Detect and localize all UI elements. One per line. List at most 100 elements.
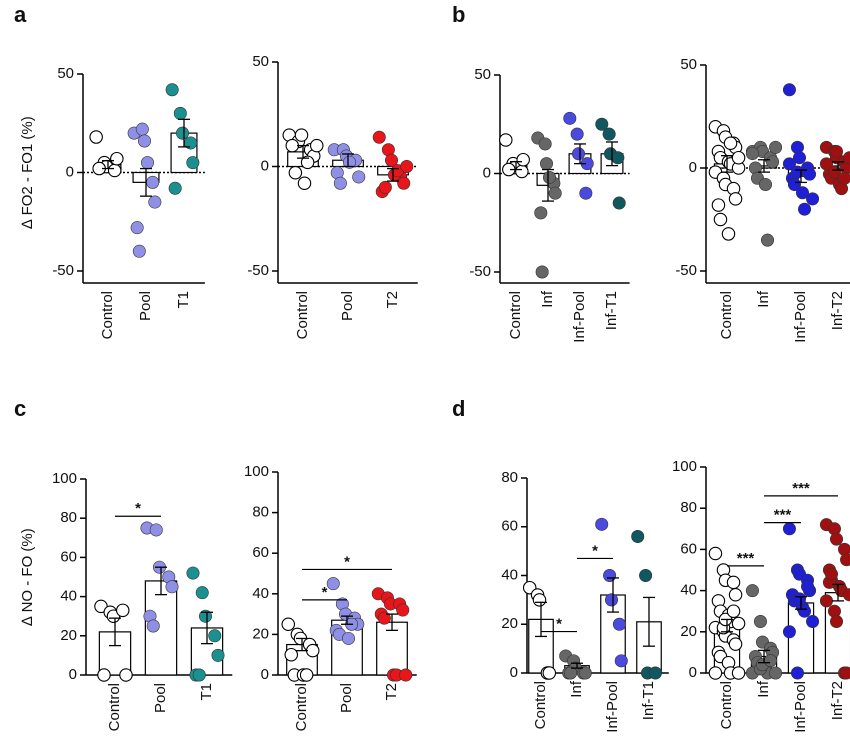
data-point	[146, 619, 160, 633]
data-point	[135, 122, 149, 136]
data-point	[711, 198, 726, 212]
data-point	[829, 532, 843, 546]
data-point	[745, 147, 759, 161]
data-point	[400, 160, 414, 174]
data-point	[542, 170, 556, 184]
bar	[376, 621, 408, 676]
data-point	[399, 668, 413, 682]
x-tick-label: Inf-Pool	[792, 681, 809, 733]
significance-label: ***	[737, 550, 755, 567]
significance-label: *	[344, 553, 350, 570]
data-point	[138, 134, 152, 148]
panel-label: c	[14, 396, 26, 421]
data-point	[195, 586, 209, 600]
data-point	[766, 155, 780, 169]
data-point	[578, 666, 592, 680]
x-tick-label: T1	[175, 291, 192, 309]
y-tick-label: 40	[501, 566, 518, 583]
x-tick-label: Control	[294, 291, 311, 339]
data-point	[840, 666, 850, 680]
data-point	[570, 127, 584, 141]
data-point	[782, 625, 796, 639]
y-tick-label: 60	[501, 518, 518, 535]
data-point	[281, 617, 296, 631]
data-point	[542, 666, 557, 680]
x-tick-label: Control	[99, 291, 116, 339]
data-point	[806, 614, 820, 628]
data-point	[119, 668, 133, 682]
data-point	[564, 666, 578, 680]
x-tick-label: Pool	[152, 683, 169, 713]
data-point	[595, 517, 609, 531]
x-tick-label: Inf-T2	[829, 681, 846, 720]
data-point	[824, 567, 838, 581]
data-point	[782, 83, 796, 97]
panel-label: b	[452, 2, 465, 27]
data-point	[515, 164, 529, 179]
data-point	[806, 192, 820, 206]
x-tick-label: Control	[507, 291, 524, 339]
x-tick-label: Control	[293, 683, 310, 731]
y-tick-label: 60	[252, 544, 269, 561]
data-point	[731, 150, 746, 165]
data-point	[149, 523, 163, 537]
x-tick-label: Inf-Pool	[792, 291, 809, 343]
y-tick-label: 0	[261, 157, 269, 174]
data-point	[571, 147, 585, 161]
x-tick-label: T2	[384, 291, 401, 309]
data-point	[713, 212, 728, 227]
data-point	[726, 604, 741, 618]
data-point	[769, 666, 783, 680]
data-point	[110, 151, 124, 166]
x-tick-label: Inf-Pool	[571, 291, 588, 343]
data-point	[284, 647, 299, 662]
x-tick-label: Inf-T1	[640, 681, 657, 720]
data-point	[792, 592, 806, 606]
data-point	[728, 192, 743, 206]
data-point	[595, 117, 609, 131]
data-point	[377, 611, 391, 625]
data-point	[89, 130, 103, 144]
data-point	[611, 151, 625, 165]
data-point	[309, 138, 324, 153]
data-point	[97, 668, 111, 682]
data-point	[819, 157, 833, 171]
x-tick-label: T1	[198, 683, 215, 701]
data-point	[801, 579, 815, 593]
y-axis-label: ∆ NO - FO (%)	[19, 528, 36, 626]
data-point	[165, 83, 179, 97]
data-point	[792, 151, 806, 165]
y-tick-label: -50	[675, 262, 697, 279]
y-tick-label: 0	[689, 664, 697, 681]
data-point	[168, 181, 182, 195]
data-point	[761, 233, 775, 247]
significance-label: *	[556, 616, 562, 633]
x-tick-label: Inf	[539, 290, 556, 308]
y-tick-label: 100	[244, 463, 269, 480]
data-point	[782, 157, 796, 171]
data-point	[352, 170, 366, 184]
data-point	[790, 165, 804, 179]
data-point	[782, 522, 796, 536]
y-tick-label: 50	[680, 56, 697, 73]
x-tick-label: Inf	[568, 680, 585, 698]
data-point	[341, 631, 355, 645]
x-tick-label: Inf-T2	[829, 291, 846, 330]
data-point	[333, 176, 347, 190]
y-tick-label: 0	[66, 163, 74, 180]
y-tick-label: 80	[501, 469, 518, 486]
data-point	[604, 593, 618, 607]
data-point	[132, 244, 146, 258]
data-point	[731, 666, 746, 680]
data-point	[829, 145, 843, 159]
x-tick-label: Inf	[755, 680, 772, 698]
data-point	[612, 196, 626, 210]
x-tick-label: Inf-Pool	[604, 681, 621, 733]
data-point	[819, 594, 833, 608]
data-point	[731, 616, 746, 631]
data-point	[798, 604, 812, 618]
data-point	[723, 136, 738, 151]
y-tick-label: -50	[247, 262, 269, 279]
y-tick-label: 80	[680, 499, 697, 516]
y-tick-label: 60	[680, 540, 697, 557]
